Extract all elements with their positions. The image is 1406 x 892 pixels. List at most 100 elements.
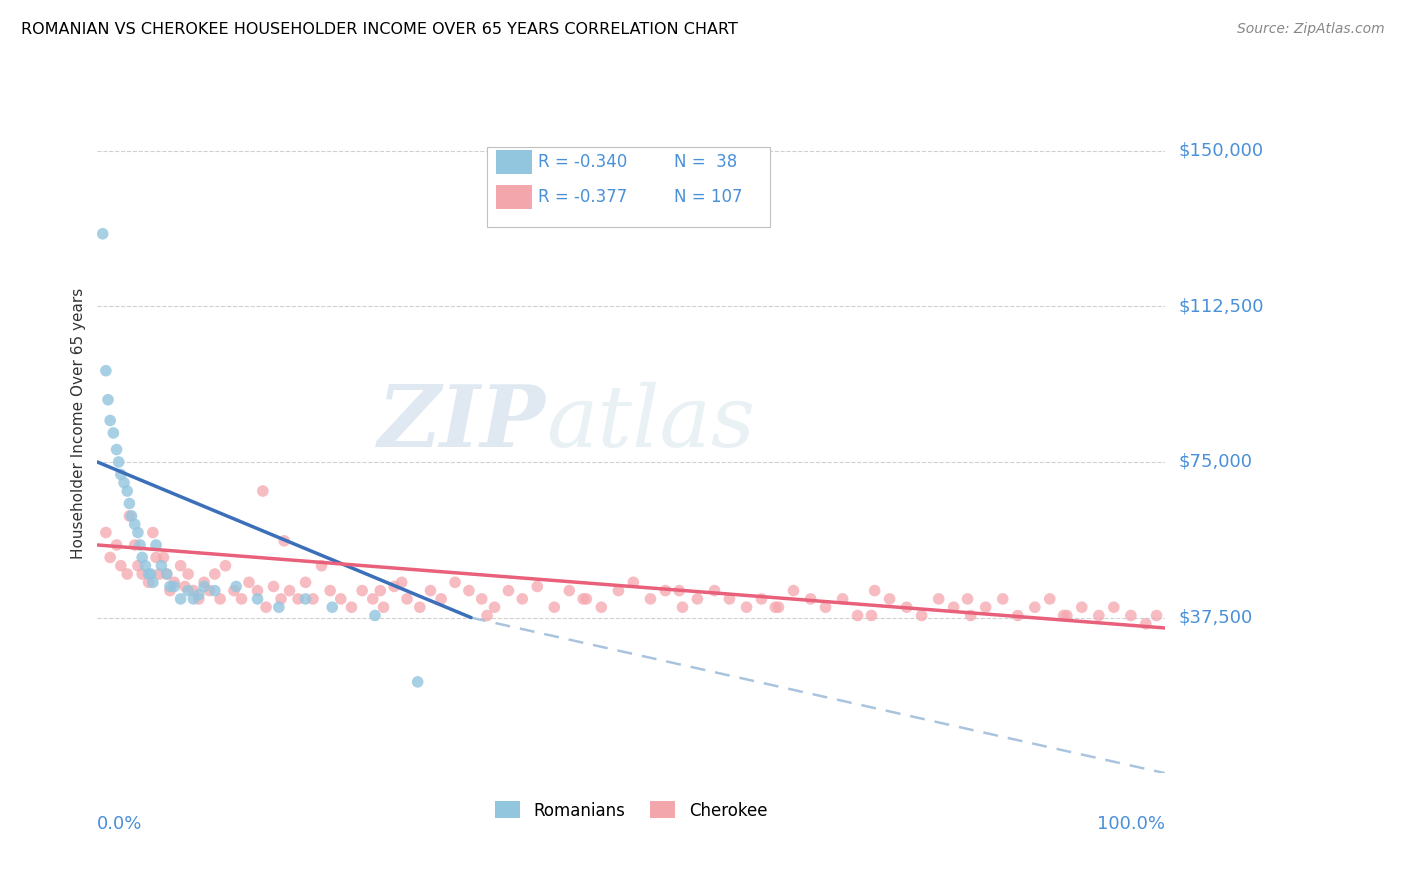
Point [572,591,595,606]
Point [142,575,165,590]
Text: 0.0%: 0.0% [97,815,143,833]
Point [105,442,128,457]
Point [91,227,114,241]
Point [169,591,191,606]
Point [751,591,773,606]
Point [406,674,429,689]
Point [98,550,121,565]
Point [112,475,135,490]
Point [321,600,343,615]
Text: $112,500: $112,500 [1180,297,1264,316]
Text: $37,500: $37,500 [1180,608,1253,626]
Point [543,600,565,615]
Point [1039,591,1062,606]
Point [294,575,316,590]
Point [311,558,333,573]
Point [107,455,129,469]
Point [942,600,965,615]
Point [238,575,260,590]
Point [352,583,374,598]
Point [671,600,693,615]
Point [471,591,494,606]
Point [430,591,453,606]
Point [273,533,295,548]
Point [896,600,918,615]
Point [117,567,139,582]
Point [329,591,352,606]
Point [686,591,709,606]
Point [246,591,269,606]
Point [134,558,156,573]
Point [110,558,132,573]
Point [187,588,209,602]
Point [1024,600,1046,615]
Text: ROMANIAN VS CHEROKEE HOUSEHOLDER INCOME OVER 65 YEARS CORRELATION CHART: ROMANIAN VS CHEROKEE HOUSEHOLDER INCOME … [21,22,738,37]
Point [150,558,173,573]
Point [373,600,395,615]
Point [97,392,120,407]
Point [94,525,117,540]
Point [209,591,232,606]
Point [121,508,143,523]
Point [246,583,269,598]
Y-axis label: Householder Income Over 65 years: Householder Income Over 65 years [72,287,86,558]
Point [340,600,363,615]
Point [138,567,160,582]
Point [863,583,886,598]
Point [148,567,170,582]
Point [640,591,662,606]
Point [287,591,309,606]
Point [127,525,149,540]
Point [118,508,141,523]
Point [231,591,253,606]
Point [1007,608,1029,623]
Point [193,575,215,590]
Point [763,600,786,615]
Point [668,583,690,598]
Point [105,538,128,552]
Point [928,591,950,606]
Point [127,558,149,573]
Text: ZIP: ZIP [378,382,546,465]
Point [124,517,146,532]
Point [800,591,823,606]
Point [302,591,325,606]
Point [145,550,167,565]
Point [409,600,432,615]
Point [846,608,869,623]
Point [159,579,181,593]
Point [484,600,506,615]
Point [225,579,247,593]
Point [198,583,221,598]
Text: N =  38: N = 38 [673,153,737,171]
FancyBboxPatch shape [495,150,531,174]
Point [458,583,481,598]
Text: R = -0.340: R = -0.340 [538,153,627,171]
Point [735,600,758,615]
Point [152,550,174,565]
Point [591,600,613,615]
Point [103,425,125,440]
Point [159,583,181,598]
Point [814,600,837,615]
Point [510,591,533,606]
Text: atlas: atlas [546,382,755,465]
Point [98,413,121,427]
Point [959,608,981,623]
Point [138,575,160,590]
Text: 100.0%: 100.0% [1097,815,1166,833]
Point [768,600,790,615]
Point [131,567,153,582]
Point [193,579,215,593]
Point [163,575,186,590]
Point [607,583,630,598]
Point [267,600,290,615]
FancyBboxPatch shape [495,185,531,209]
Point [294,591,316,606]
Point [526,579,548,593]
Point [419,583,441,598]
FancyBboxPatch shape [486,146,770,227]
Point [991,591,1014,606]
Point [364,608,387,623]
Point [368,583,391,598]
